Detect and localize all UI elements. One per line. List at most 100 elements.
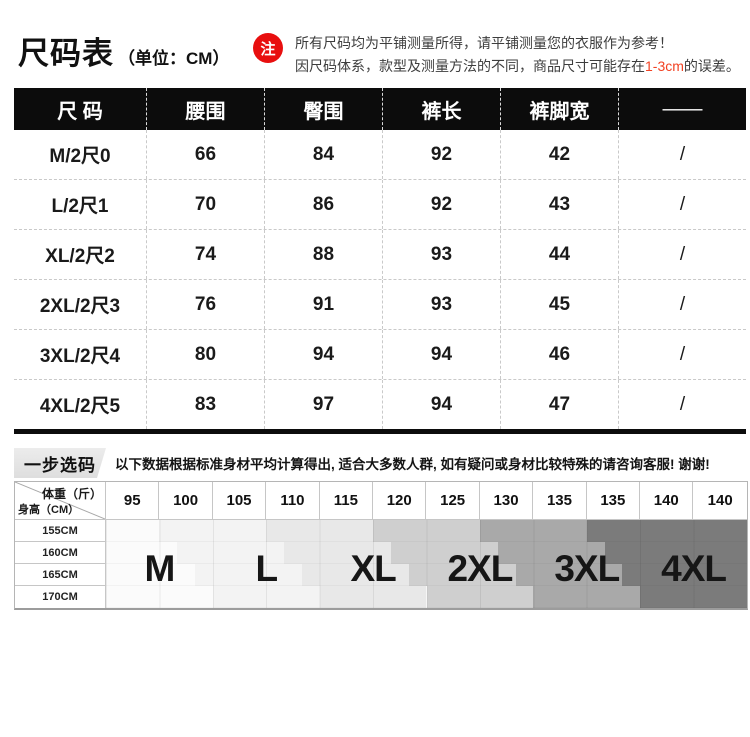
pants-length-cell: 94 [383,380,501,429]
size-zone-4XL [604,542,747,564]
weight-header-cell: 125 [426,482,480,520]
leg-opening-cell: 47 [501,380,619,429]
size-zone-3XL [515,564,623,586]
size-zone-XL [301,564,409,586]
extra-cell: / [679,243,686,265]
size-zone-3XL [479,520,587,542]
waist-cell: 80 [147,330,265,379]
size-zone-area: M L XL 2XL 3XL 4XL [106,520,747,608]
hip-cell: 97 [265,380,383,429]
table-row: 4XL/2尺5 83 97 94 47 / [14,380,746,429]
size-zone-M [106,520,160,542]
extra-cell: / [679,393,686,415]
size-table-header-row: 尺 码腰围 臀围 裤长 裤脚宽 —— [14,88,746,130]
size-cell: L/2尺1 [14,180,147,229]
size-zone-L [159,520,267,542]
note-line1: 所有尺码均为平铺测量所得，请平铺测量您的衣服作为参考！ [295,35,673,51]
size-zone-label: 4XL [661,548,727,589]
size-zone-XL [266,520,374,542]
size-zone-XL [319,586,427,608]
size-zone-2XL [373,520,480,542]
weight-header-cell: 140 [693,482,747,520]
table-row: 2XL/2尺3 76 91 93 45 / [14,280,746,330]
size-zone-4XL [640,586,747,608]
diagonal-divider-line [15,482,105,519]
weight-axis-label: 体重（斤） [41,487,102,501]
pants-length-cell: 93 [383,230,501,279]
extra-cell: / [679,343,686,365]
waist-cell: 66 [147,130,265,179]
weight-header-row: 95 100 105 110 115 120 125 130 135 135 140 140 [106,482,747,520]
leg-opening-cell: 45 [501,280,619,329]
size-table: 尺 码腰围 臀围 裤长 裤脚宽 —— M/2尺0 66 84 92 42/L/2尺1 70 86 92… [14,88,746,434]
weight-header-cell: 120 [373,482,427,520]
page-header: 尺码表 （单位：CM） [18,28,229,73]
weight-header-cell: 105 [212,482,267,520]
hip-cell: 88 [265,230,383,279]
size-zone-L [212,586,320,608]
leg-opening-cell: 46 [501,330,619,379]
size-zone-L [195,564,302,586]
size-zone-label: 3XL [554,548,620,589]
size-zone-label: M [144,548,175,589]
note-badge-text: 注 [260,40,276,58]
weight-height-corner-cell: 体重（斤） 身高（CM） [15,482,106,520]
height-row-label: 170CM [15,586,106,608]
picker-description: 以下数据根据标准身材平均计算得出, 适合大多数人群, 如有疑问或身材比较特殊的请… [115,457,710,472]
height-row-label: 165CM [15,564,106,586]
height-row-label: 155CM [15,520,106,542]
weight-header-cell: 135 [586,482,641,520]
size-zone-4XL [586,520,747,542]
size-cell: M/2尺0 [14,130,147,179]
weight-header-cell: 100 [159,482,213,520]
column-header-1: 尺 码 [14,88,147,130]
size-zone-M [106,586,213,608]
tolerance-highlight: 1-3cm [645,58,684,74]
height-row-label: 160CM [15,542,106,564]
size-cell: 3XL/2尺4 [14,330,147,379]
leg-opening-cell: 42 [501,130,619,179]
column-header-4: 裤长 [383,88,501,130]
weight-header-cell: 130 [479,482,534,520]
waist-cell: 83 [147,380,265,429]
hip-cell: 86 [265,180,383,229]
weight-header-cell: 135 [533,482,587,520]
hip-cell: 91 [265,280,383,329]
size-zone-2XL [426,586,534,608]
size-zone-3XL [533,586,641,608]
pants-length-cell: 92 [383,180,501,229]
table-row: L/2尺1 70 86 92 43 / [14,180,746,230]
column-header-6: —— [662,97,703,120]
size-zone-label: L [255,548,278,589]
extra-cell: / [679,293,686,315]
size-zone-M [106,564,196,586]
size-cell: 2XL/2尺3 [14,280,147,329]
size-zone-label: 2XL [447,548,513,589]
size-picker-grid: 体重（斤） 身高（CM） 95 100 105 110 115 120 125 130 135 1… [14,481,748,610]
pants-length-cell: 92 [383,130,501,179]
height-axis-label: 身高（CM） [18,504,80,516]
table-row: M/2尺0 66 84 92 42 / [14,130,746,180]
size-zone-4XL [622,564,747,586]
height-label-column: 155CM 160CM 165CM 170CM [15,520,106,608]
one-step-badge: 一步选码 [14,448,106,478]
weight-header-cell: 140 [640,482,694,520]
table-bottom-rule [14,429,746,434]
leg-opening-cell: 44 [501,230,619,279]
extra-cell: / [679,143,686,165]
unit-label: （单位：CM） [118,49,230,68]
leg-opening-cell: 43 [501,180,619,229]
size-zone-L [177,542,285,564]
waist-cell: 74 [147,230,265,279]
size-zone-3XL [497,542,605,564]
hip-cell: 84 [265,130,383,179]
column-header-5: 裤脚宽 [501,88,619,130]
size-zone-M [106,542,178,564]
pants-length-cell: 94 [383,330,501,379]
page-title: 尺码表 [18,36,114,71]
size-zone-2XL [408,564,516,586]
size-zone-2XL [390,542,498,564]
note-line2: 因尺码体系，款型及测量方法的不同，商品尺寸可能存在1-3cm的误差。 [295,58,740,74]
weight-header-cell: 110 [266,482,320,520]
